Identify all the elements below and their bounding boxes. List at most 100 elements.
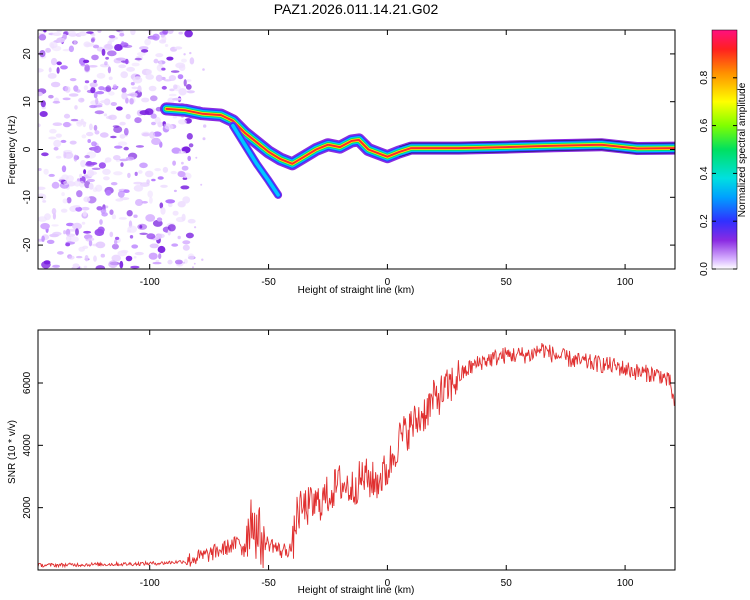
- noise-blob: [187, 253, 195, 260]
- noise-blob: [181, 165, 189, 171]
- noise-blob: [149, 196, 153, 204]
- noise-blob: [193, 262, 196, 265]
- noise-blob: [112, 84, 117, 90]
- noise-blob: [185, 84, 192, 90]
- noise-blob: [63, 113, 71, 119]
- noise-blob: [41, 235, 45, 242]
- noise-blob: [76, 89, 81, 93]
- noise-blob: [139, 162, 148, 169]
- noise-blob: [53, 139, 62, 148]
- x-tick-label: 50: [501, 277, 513, 288]
- noise-blob: [94, 110, 105, 115]
- noise-blob: [68, 93, 79, 97]
- noise-blob: [126, 93, 135, 97]
- noise-blob: [170, 70, 180, 73]
- noise-blob: [96, 72, 106, 79]
- noise-blob: [182, 244, 190, 251]
- noise-blob: [83, 85, 89, 91]
- noise-blob: [43, 168, 49, 175]
- noise-blob: [183, 53, 186, 56]
- noise-blob: [133, 214, 138, 218]
- noise-blob: [111, 254, 121, 262]
- noise-blob: [38, 186, 46, 190]
- noise-blob: [83, 59, 90, 64]
- noise-blob: [149, 131, 156, 139]
- noise-blob: [115, 57, 126, 61]
- noise-blob: [107, 50, 117, 57]
- noise-blob: [91, 146, 100, 152]
- noise-blob: [40, 193, 47, 200]
- noise-blob: [178, 31, 183, 35]
- noise-blob: [136, 52, 146, 56]
- noise-blob: [73, 180, 81, 187]
- noise-blob: [130, 30, 136, 36]
- noise-blob: [119, 260, 124, 269]
- noise-blob: [67, 30, 76, 35]
- noise-blob: [157, 176, 164, 180]
- noise-blob: [186, 79, 192, 82]
- noise-blob: [95, 97, 99, 105]
- colorbar-gradient: [711, 29, 738, 270]
- noise-blob: [78, 97, 85, 103]
- noise-blob: [73, 205, 81, 208]
- noise-blob: [82, 121, 87, 128]
- noise-blob: [147, 190, 153, 198]
- noise-blob: [90, 100, 100, 106]
- noise-blob: [113, 126, 123, 133]
- colorbar: 0.0 0.2 0.4 0.6 0.8 Normalized spectral ampl…: [699, 29, 748, 276]
- noise-blob: [165, 199, 176, 204]
- noise-blob: [64, 86, 71, 93]
- noise-blob: [49, 128, 57, 134]
- noise-blob: [125, 97, 129, 104]
- noise-blob: [90, 86, 96, 94]
- noise-blob: [150, 95, 158, 102]
- noise-blob: [95, 91, 105, 95]
- noise-blob: [81, 134, 87, 139]
- noise-blob: [38, 216, 47, 222]
- noise-blob: [141, 49, 149, 53]
- noise-blob: [141, 201, 148, 204]
- snr-xlabel: Height of straight line (km): [298, 585, 415, 596]
- noise-blob: [45, 47, 51, 53]
- noise-blob: [172, 97, 182, 101]
- noise-speckle: [38, 30, 207, 269]
- noise-blob: [137, 85, 142, 93]
- noise-blob: [134, 251, 144, 256]
- noise-blob: [91, 167, 101, 170]
- noise-blob: [162, 166, 169, 173]
- noise-blob: [103, 176, 110, 181]
- noise-blob: [83, 169, 87, 175]
- noise-blob: [152, 261, 162, 265]
- noise-blob: [83, 265, 88, 269]
- noise-blob: [200, 183, 203, 186]
- noise-blob: [56, 61, 62, 66]
- noise-blob: [139, 46, 149, 51]
- noise-blob: [103, 113, 108, 117]
- noise-blob: [76, 190, 83, 198]
- noise-blob: [126, 229, 132, 233]
- branch-layer: [231, 123, 280, 197]
- noise-blob: [161, 67, 166, 71]
- noise-blob: [84, 155, 90, 159]
- noise-blob: [79, 180, 85, 188]
- noise-blob: [61, 192, 65, 197]
- noise-blob: [187, 155, 191, 161]
- noise-blob: [135, 199, 143, 206]
- noise-blob: [101, 48, 106, 56]
- noise-blob: [131, 244, 139, 249]
- noise-blob: [144, 170, 154, 178]
- noise-blob: [108, 114, 117, 121]
- noise-blob: [66, 197, 72, 204]
- noise-blob: [180, 185, 190, 190]
- x-tick-label: -100: [140, 277, 160, 288]
- colorbar-tick-label: 0.6: [699, 118, 710, 132]
- noise-blob: [63, 180, 70, 185]
- noise-blob: [121, 87, 127, 93]
- noise-blob: [167, 224, 176, 232]
- noise-blob: [110, 135, 117, 139]
- x-tick-label: 100: [617, 578, 634, 589]
- spectrogram-xlabel: Height of straight line (km): [298, 285, 415, 296]
- noise-blob: [69, 140, 77, 145]
- noise-blob: [66, 233, 76, 237]
